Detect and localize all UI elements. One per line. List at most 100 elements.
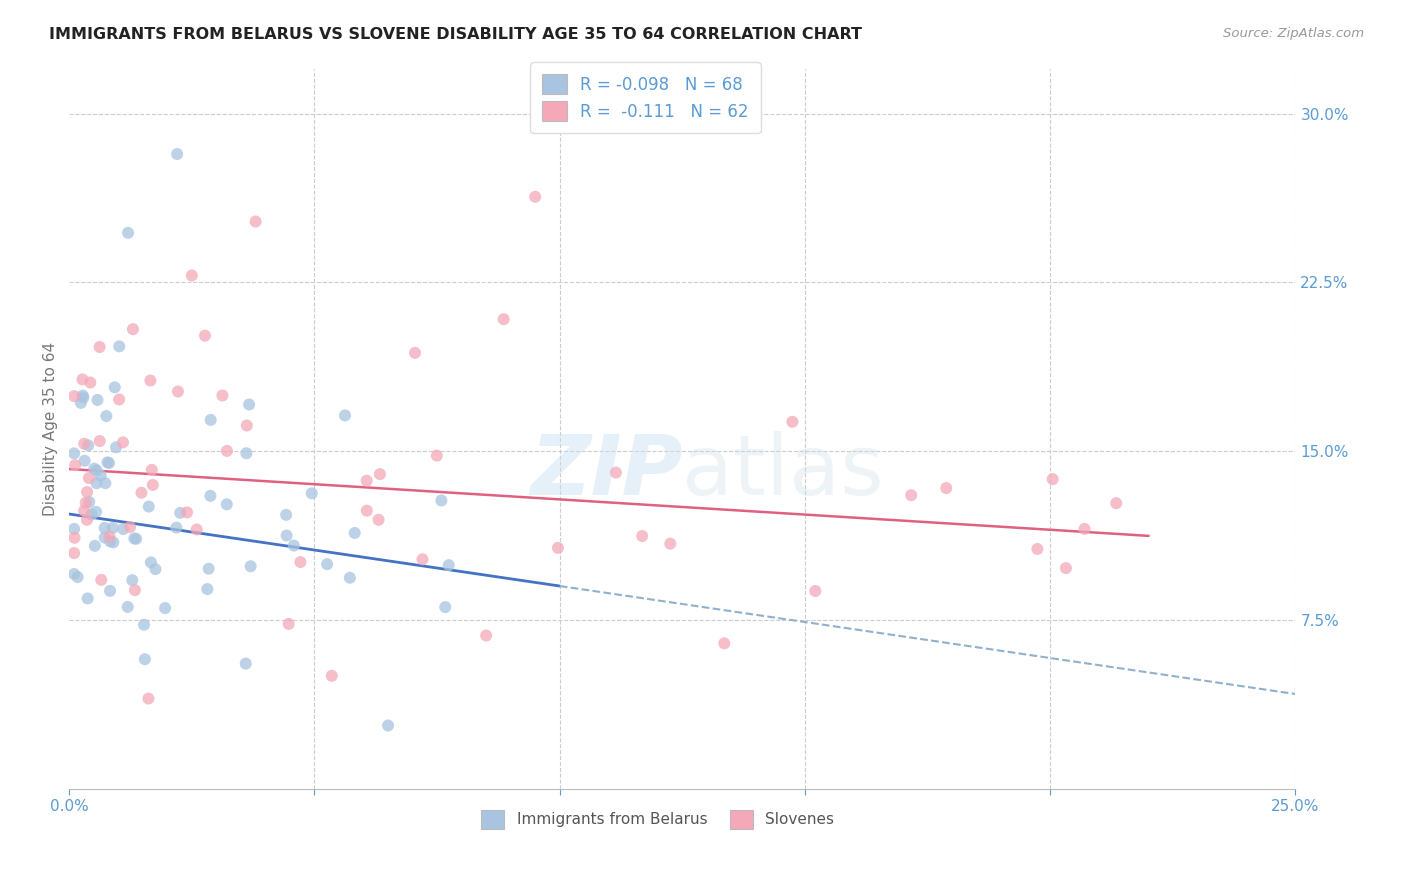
Point [377, 718, 399, 732]
Point [524, 190, 547, 204]
Point [94, 476, 117, 491]
Point [283, 539, 305, 553]
Point [215, 497, 238, 511]
Point [1073, 522, 1095, 536]
Point [238, 397, 260, 411]
Point [605, 466, 627, 480]
Point [90, 573, 112, 587]
Text: atlas: atlas [682, 431, 884, 512]
Point [118, 520, 141, 534]
Point [66, 570, 89, 584]
Point [321, 669, 343, 683]
Point [93, 531, 115, 545]
Point [139, 555, 162, 569]
Point [125, 532, 148, 546]
Point [98, 583, 121, 598]
Point [63, 446, 86, 460]
Point [96, 409, 118, 423]
Point [142, 478, 165, 492]
Point [367, 513, 389, 527]
Point [276, 528, 298, 542]
Point [343, 526, 366, 541]
Point [86, 476, 108, 491]
Point [165, 521, 187, 535]
Point [404, 346, 426, 360]
Point [659, 536, 682, 550]
Point [132, 617, 155, 632]
Point [1026, 541, 1049, 556]
Point [131, 485, 153, 500]
Point [197, 562, 219, 576]
Point [63, 546, 86, 560]
Point [430, 493, 453, 508]
Y-axis label: Disability Age 35 to 64: Disability Age 35 to 64 [44, 342, 58, 516]
Point [316, 557, 339, 571]
Point [713, 636, 735, 650]
Point [73, 454, 96, 468]
Point [63, 389, 86, 403]
Point [77, 495, 100, 509]
Point [631, 529, 654, 543]
Point [83, 539, 105, 553]
Point [290, 555, 312, 569]
Point [277, 616, 299, 631]
Point [339, 571, 361, 585]
Point [804, 584, 827, 599]
Point [104, 380, 127, 394]
Point [274, 508, 297, 522]
Point [134, 652, 156, 666]
Point [98, 534, 121, 549]
Point [86, 463, 108, 477]
Point [200, 413, 222, 427]
Legend: Immigrants from Belarus, Slovenes: Immigrants from Belarus, Slovenes [475, 804, 841, 835]
Point [215, 443, 238, 458]
Point [117, 599, 139, 614]
Point [194, 328, 217, 343]
Point [547, 541, 569, 555]
Point [79, 376, 101, 390]
Point [72, 391, 94, 405]
Point [138, 500, 160, 514]
Point [1105, 496, 1128, 510]
Point [900, 488, 922, 502]
Point [122, 322, 145, 336]
Point [63, 531, 86, 545]
Point [117, 226, 139, 240]
Point [72, 372, 94, 386]
Point [96, 455, 118, 469]
Point [75, 496, 97, 510]
Point [145, 562, 167, 576]
Text: Source: ZipAtlas.com: Source: ZipAtlas.com [1223, 27, 1364, 40]
Text: ZIP: ZIP [530, 431, 682, 512]
Point [180, 268, 202, 283]
Point [73, 436, 96, 450]
Point [124, 583, 146, 598]
Point [111, 435, 134, 450]
Point [121, 573, 143, 587]
Point [356, 474, 378, 488]
Point [108, 339, 131, 353]
Point [105, 440, 128, 454]
Point [98, 530, 121, 544]
Point [72, 388, 94, 402]
Point [935, 481, 957, 495]
Point [245, 214, 267, 228]
Point [80, 508, 103, 522]
Point [101, 521, 124, 535]
Point [236, 418, 259, 433]
Point [76, 591, 98, 606]
Point [138, 691, 160, 706]
Point [108, 392, 131, 407]
Point [112, 522, 135, 536]
Point [73, 504, 96, 518]
Point [89, 340, 111, 354]
Point [84, 505, 107, 519]
Point [124, 532, 146, 546]
Point [200, 489, 222, 503]
Point [63, 522, 86, 536]
Point [90, 468, 112, 483]
Point [1042, 472, 1064, 486]
Point [139, 374, 162, 388]
Point [492, 312, 515, 326]
Point [63, 458, 86, 473]
